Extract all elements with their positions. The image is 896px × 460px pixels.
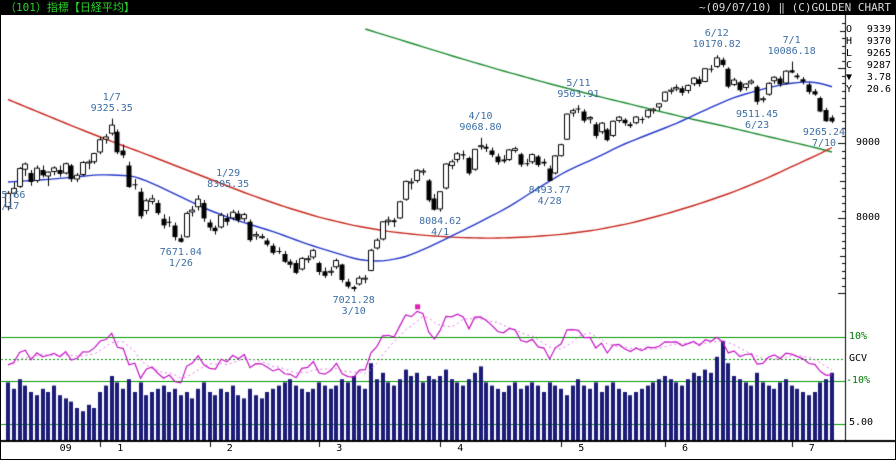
down-triangle-icon: ▼ [846,72,853,83]
open-label: O [846,24,853,35]
date-range-copyright: ~(09/07/10) ‖ (C)GOLDEN CHART [698,1,891,14]
chart-title: （101）指標【日経平均】 [5,1,135,14]
x-axis-month-label: 1 [117,443,124,454]
y-axis-label-9000: 9000 [856,137,881,148]
readout-open-row: O 9339 [846,24,891,36]
x-axis-month-label: 7 [808,443,815,454]
volume-value: 20.6 [866,84,891,95]
readout-high-row: H 9370 [846,36,891,48]
close-label: C [846,60,853,71]
ohlc-readout: O 9339 H 9370 L 9265 C 9287 ▼ 3.78 Y 20.… [846,24,891,96]
oscillator-gcv-label: GCV [849,353,868,364]
volume-label: Y [846,84,853,95]
open-value: 9339 [866,24,891,35]
candlestick-chart-canvas [0,15,896,460]
oscillator-lower-label: -10% [846,375,871,386]
chart-area: O 9339 H 9370 L 9265 C 9287 ▼ 3.78 Y 20.… [0,15,896,460]
readout-low-row: L 9265 [846,48,891,60]
volume-scale-label: 5.00 [849,417,874,428]
x-axis-month-label: 2 [226,443,233,454]
high-label: H [846,36,853,47]
title-bar: （101）指標【日経平均】 ~(09/07/10) ‖ (C)GOLDEN CH… [0,0,896,15]
readout-close-row: C 9287 [846,60,891,72]
x-axis-month-label: 3 [336,443,343,454]
x-axis-month-label: 4 [457,443,464,454]
x-axis-month-label: 09 [59,443,72,454]
x-axis-month-label: 6 [681,443,688,454]
readout-volume-row: Y 20.6 [846,84,891,96]
low-label: L [846,48,853,59]
change-value: 3.78 [866,72,891,83]
high-value: 9370 [866,36,891,47]
y-axis-label-8000: 8000 [856,212,881,223]
close-value: 9287 [866,60,891,71]
readout-change-row: ▼ 3.78 [846,72,891,84]
x-axis-month-label: 5 [578,443,585,454]
low-value: 9265 [866,48,891,59]
oscillator-upper-label: 10% [849,331,868,342]
